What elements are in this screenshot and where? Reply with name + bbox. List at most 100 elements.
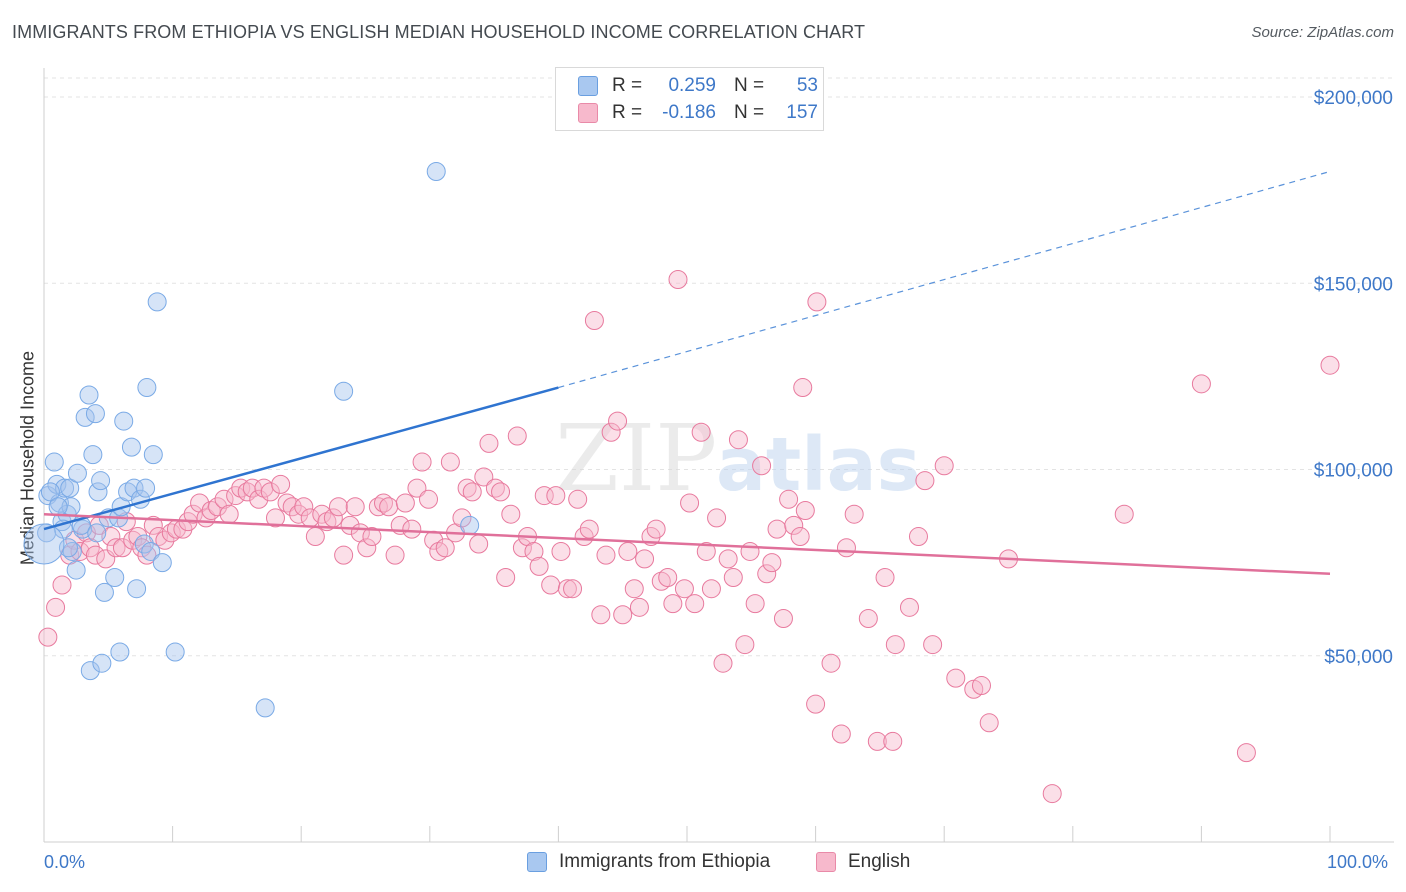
data-point	[219, 504, 239, 524]
data-point	[883, 731, 903, 751]
data-point	[635, 549, 655, 569]
data-point	[718, 549, 738, 569]
data-point	[836, 538, 856, 558]
data-point	[128, 527, 148, 547]
r-label: R =	[612, 102, 643, 123]
data-point	[579, 519, 599, 539]
data-point	[512, 538, 532, 558]
data-point	[757, 564, 777, 584]
data-point	[242, 478, 262, 498]
data-point	[867, 731, 887, 751]
n-value: 157	[786, 102, 818, 123]
data-point	[110, 642, 130, 662]
data-point	[101, 527, 121, 547]
data-point	[44, 452, 64, 472]
data-point	[379, 497, 399, 517]
data-point	[429, 541, 449, 561]
data-point	[231, 478, 251, 498]
data-point	[541, 575, 561, 595]
data-point	[485, 478, 505, 498]
data-point	[52, 575, 72, 595]
y-tick-label: $150,000	[1314, 274, 1393, 295]
data-point	[143, 445, 163, 465]
data-point	[474, 467, 494, 487]
data-point	[62, 541, 82, 561]
data-point	[613, 605, 633, 625]
data-point	[658, 568, 678, 588]
legend-row-english: R = -0.186 N = 157	[578, 100, 818, 126]
data-point	[713, 653, 733, 673]
data-point	[143, 515, 163, 535]
data-point	[91, 471, 111, 491]
data-point	[557, 579, 577, 599]
data-point	[407, 478, 427, 498]
data-point	[134, 534, 154, 554]
data-point	[402, 519, 422, 539]
data-point	[419, 489, 439, 509]
data-point	[105, 568, 125, 588]
y-tick-labels: $50,000 $100,000 $150,000 $200,000	[1314, 88, 1393, 668]
data-point	[696, 541, 716, 561]
r-label: R =	[612, 75, 643, 96]
data-point	[773, 609, 793, 628]
data-point	[124, 478, 144, 498]
data-point	[934, 456, 954, 476]
data-point	[663, 594, 683, 614]
data-point	[334, 545, 354, 565]
legend-item-english[interactable]: English	[816, 851, 910, 873]
data-point	[740, 541, 760, 561]
data-point	[479, 433, 499, 453]
data-point	[762, 553, 782, 573]
data-point	[38, 627, 58, 647]
data-point	[651, 571, 671, 591]
data-point	[147, 292, 167, 312]
data-point	[745, 594, 765, 614]
data-point	[971, 676, 991, 696]
data-point	[685, 594, 705, 614]
data-point	[136, 478, 156, 498]
data-point	[127, 579, 147, 599]
data-point	[79, 385, 99, 405]
data-point	[334, 381, 354, 401]
data-point	[40, 482, 60, 502]
data-point	[790, 527, 810, 547]
r-value: -0.186	[662, 102, 716, 123]
data-point	[496, 568, 516, 588]
axes	[43, 68, 1394, 843]
data-point	[608, 411, 628, 431]
data-point	[66, 560, 86, 580]
data-point	[368, 497, 388, 517]
data-points	[23, 162, 1340, 804]
data-point	[767, 519, 787, 539]
data-point	[858, 609, 878, 628]
data-point	[596, 545, 616, 565]
ethiopia-swatch	[527, 852, 547, 872]
data-point	[568, 489, 588, 509]
data-point	[680, 493, 700, 513]
data-point	[691, 422, 711, 442]
data-point	[908, 527, 928, 547]
data-point	[87, 523, 107, 543]
data-point	[155, 530, 175, 550]
legend-item-ethiopia[interactable]: Immigrants from Ethiopia	[527, 851, 770, 873]
data-point	[885, 635, 905, 655]
legend-label: Immigrants from Ethiopia	[559, 851, 771, 872]
data-point	[452, 508, 472, 528]
y-tick-label: $50,000	[1324, 647, 1393, 668]
data-point	[255, 698, 275, 718]
data-point	[529, 556, 549, 576]
data-point	[345, 497, 365, 517]
data-point	[121, 437, 141, 457]
data-point	[282, 497, 302, 517]
data-point	[1191, 374, 1211, 394]
data-point	[507, 426, 527, 446]
data-point	[362, 527, 382, 547]
data-point	[752, 456, 772, 476]
data-point	[723, 568, 743, 588]
series-legend: Immigrants from Ethiopia English	[0, 851, 1406, 879]
data-point	[534, 486, 554, 506]
data-point	[784, 515, 804, 535]
data-point	[979, 713, 999, 733]
data-point	[85, 545, 105, 565]
